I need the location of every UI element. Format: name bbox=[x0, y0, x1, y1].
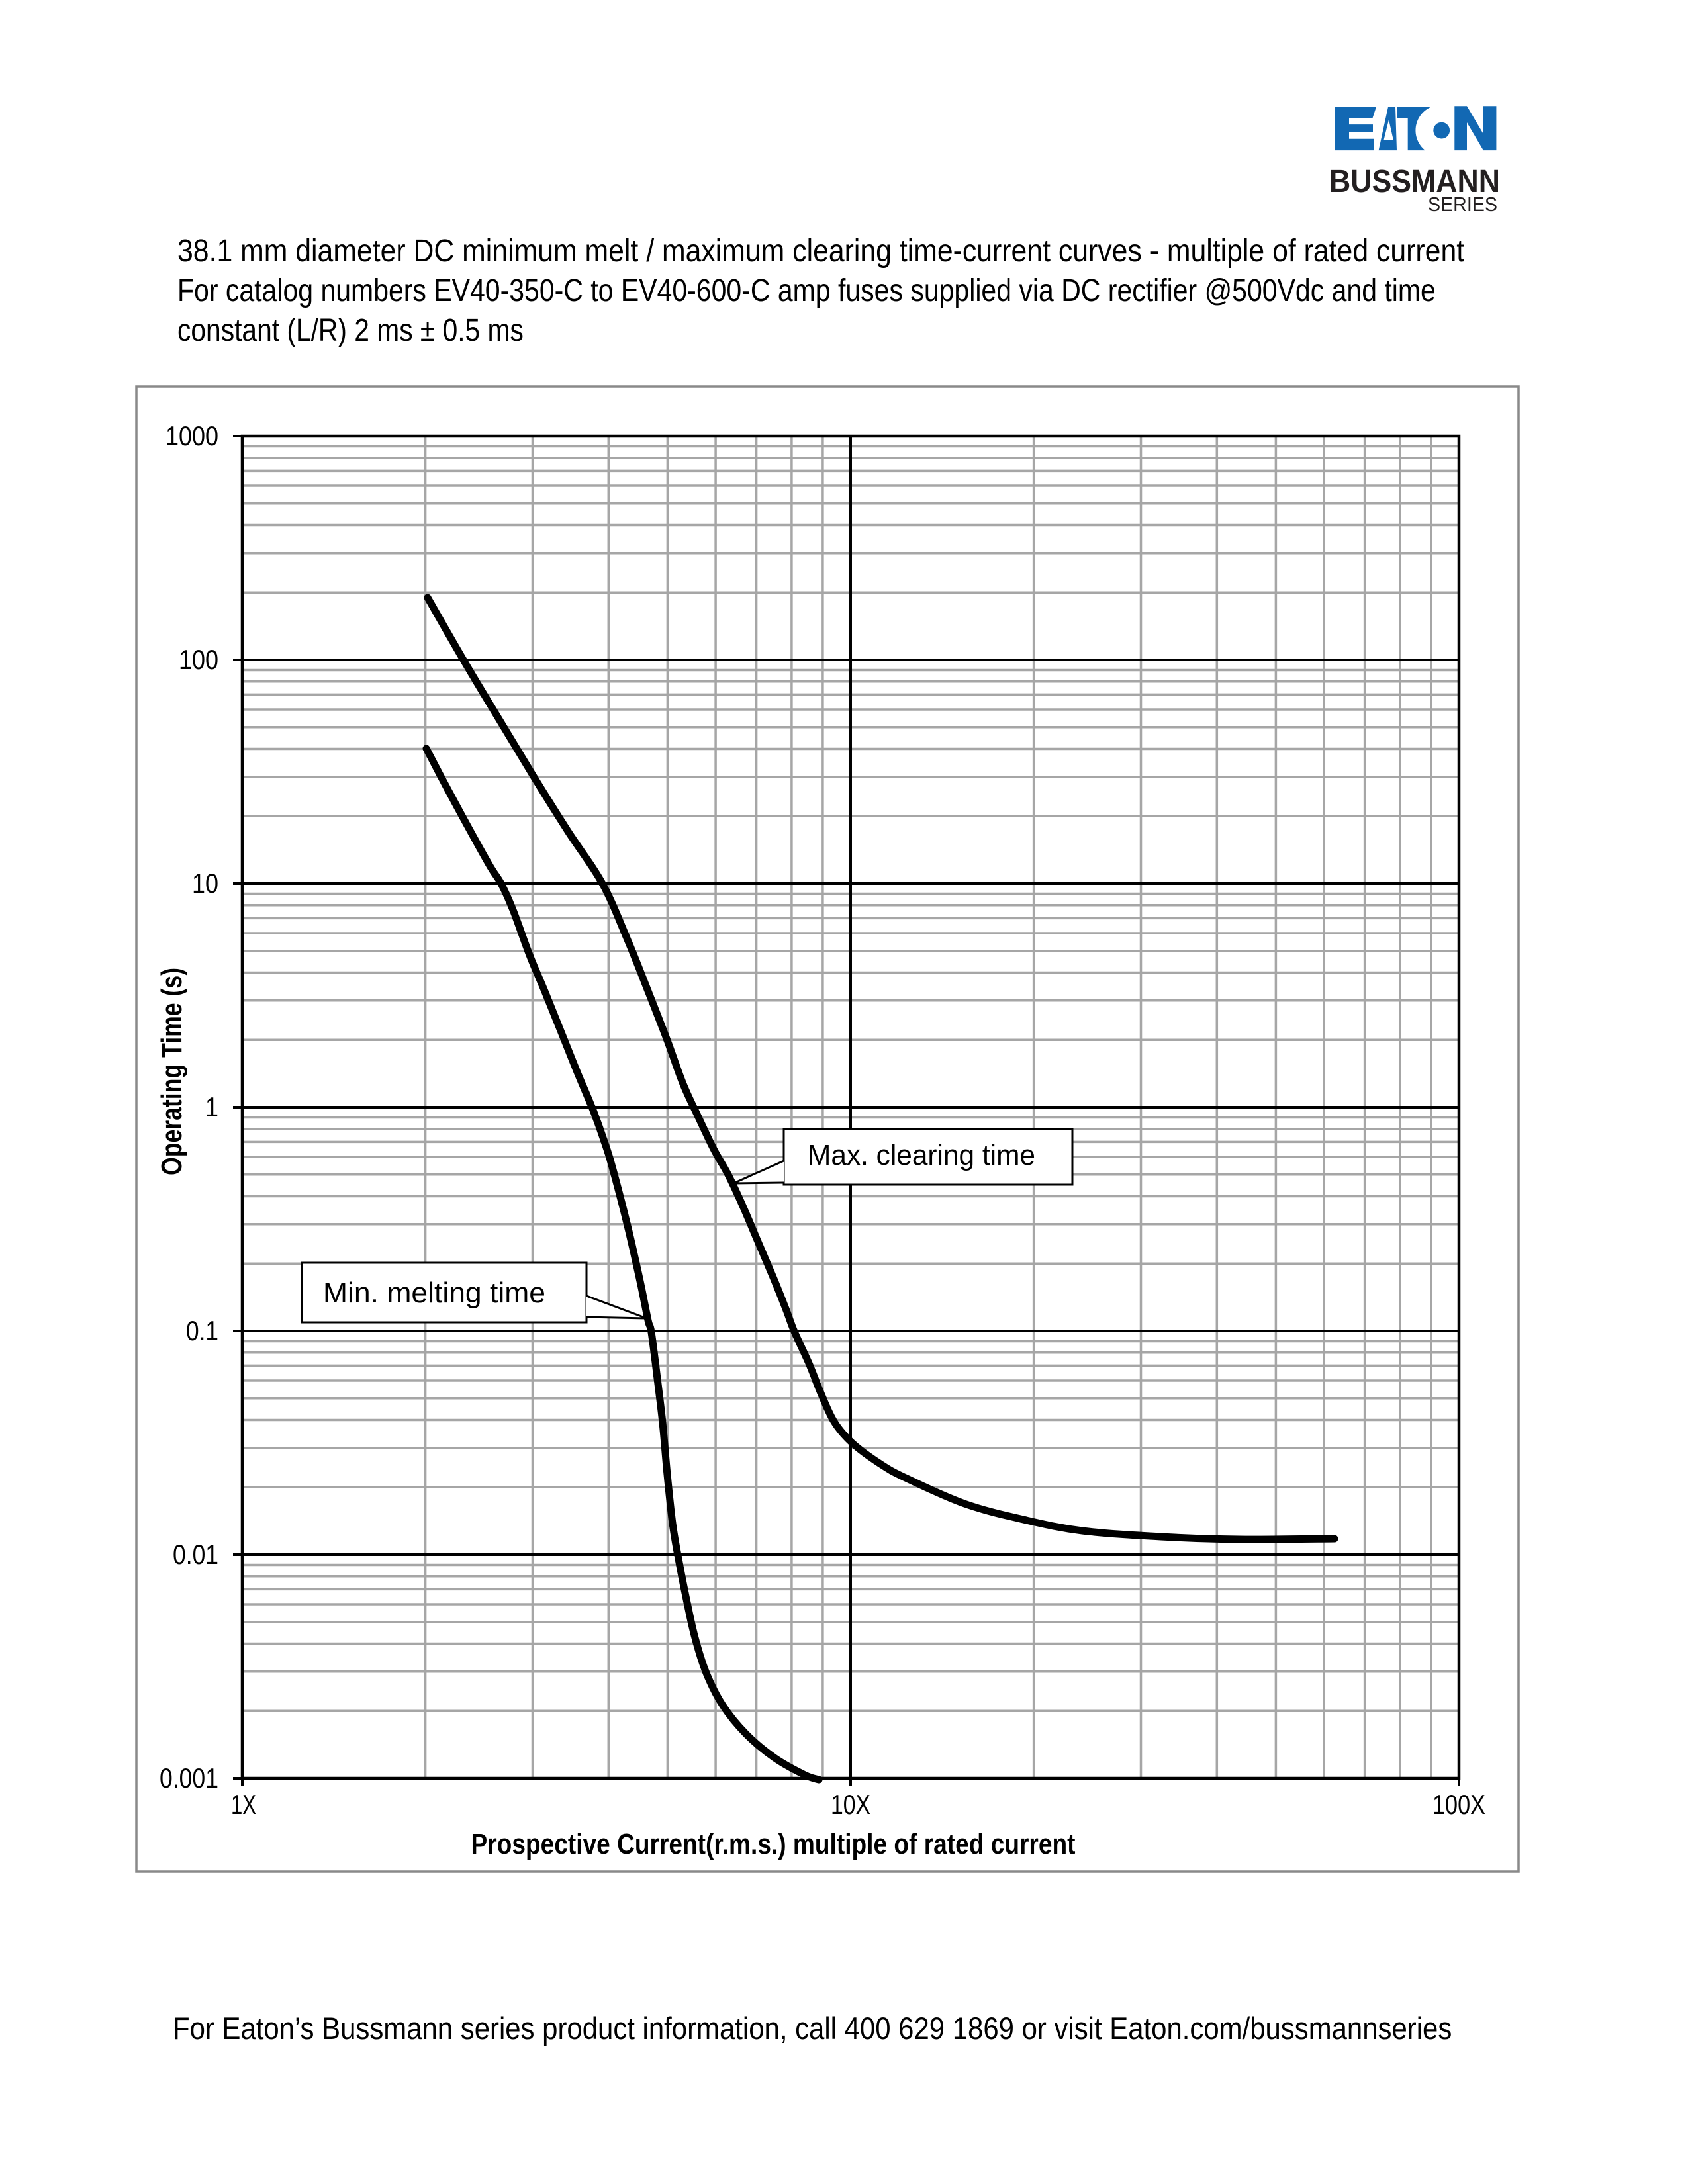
svg-text:0.01: 0.01 bbox=[173, 1539, 218, 1570]
svg-text:0.1: 0.1 bbox=[186, 1315, 218, 1346]
svg-text:0.001: 0.001 bbox=[160, 1762, 218, 1794]
svg-text:1: 1 bbox=[205, 1091, 218, 1122]
svg-text:Prospective Current(r.m.s.) mu: Prospective Current(r.m.s.) multiple of … bbox=[471, 1828, 1076, 1860]
svg-text:10: 10 bbox=[192, 868, 218, 899]
svg-text:100: 100 bbox=[179, 644, 218, 675]
svg-text:100X: 100X bbox=[1432, 1789, 1485, 1820]
svg-text:Min. melting time: Min. melting time bbox=[323, 1277, 545, 1309]
svg-text:1000: 1000 bbox=[165, 420, 218, 451]
svg-text:10X: 10X bbox=[831, 1789, 870, 1820]
svg-text:1X: 1X bbox=[231, 1789, 256, 1820]
svg-text:SERIES: SERIES bbox=[1428, 193, 1497, 216]
svg-text:Operating Time (s): Operating Time (s) bbox=[156, 968, 188, 1175]
svg-text:Max. clearing time: Max. clearing time bbox=[808, 1139, 1035, 1171]
svg-text:BUSSMANN: BUSSMANN bbox=[1329, 164, 1500, 199]
